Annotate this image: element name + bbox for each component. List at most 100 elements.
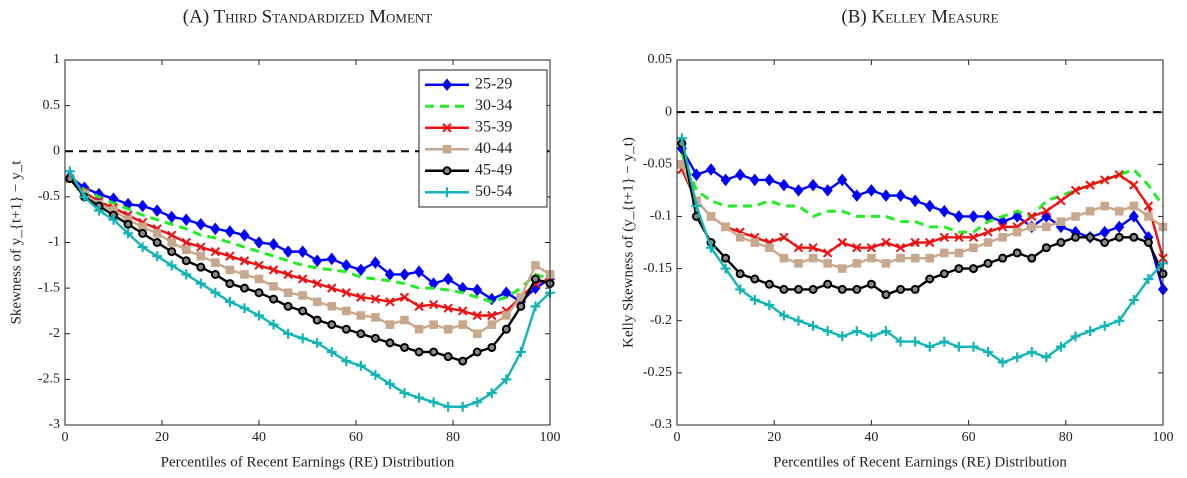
marker [895,243,906,253]
marker [1056,196,1066,206]
series [68,177,551,304]
marker [953,210,964,223]
marker [283,288,293,297]
panel: (B) Kelley Measure Percentiles of Recent … [620,6,1173,470]
marker [837,264,847,273]
y-tick-label: -0.25 [643,365,672,380]
marker [822,326,833,337]
marker [254,274,264,284]
marker [896,253,905,263]
y-tick-label: -1.5 [38,280,60,295]
marker [327,320,337,330]
marker [1143,274,1154,284]
marker [400,315,409,325]
marker [1012,227,1022,237]
marker [385,297,395,307]
marker [939,269,949,279]
marker [283,269,293,280]
marker [181,245,191,255]
marker [196,242,206,252]
marker [750,238,760,247]
y-tick-label: 0.05 [648,52,673,67]
x-tick-label: 100 [1153,430,1174,445]
marker [1041,352,1052,363]
marker [210,269,220,279]
marker [93,205,104,216]
marker [429,347,439,357]
marker [298,291,307,300]
marker [370,333,380,343]
marker [530,301,541,312]
series-line [680,143,1165,296]
marker [254,260,264,271]
marker [152,251,163,262]
marker [385,338,395,348]
marker [167,238,176,247]
y-tick-label: -2 [48,326,60,341]
marker [166,260,177,271]
x-axis-label: Percentiles of Recent Earnings (RE) Dist… [161,454,455,470]
x-tick-label: 0 [62,430,69,445]
series-line [69,177,551,317]
marker [167,247,177,257]
marker [691,201,702,211]
y-tick-label: -0.5 [38,189,60,204]
marker [371,313,380,322]
x-tick-label: 100 [540,430,561,445]
marker [400,342,409,352]
marker [1085,180,1095,190]
marker [954,232,964,242]
marker [1114,232,1124,242]
y-tick-label: -0.15 [643,261,672,276]
marker [443,303,453,313]
marker [867,253,876,263]
marker [428,397,439,408]
legend-label: 50-54 [475,183,512,200]
marker [794,259,803,268]
marker [152,229,162,238]
marker [983,227,993,237]
marker [998,232,1007,242]
marker [283,301,293,311]
marker [312,297,322,307]
marker [240,270,249,279]
marker [1114,170,1124,180]
marker [1085,232,1095,242]
legend-label: 45-49 [475,161,512,178]
marker [866,184,877,197]
marker [370,256,381,269]
marker [515,347,526,357]
marker [239,283,249,293]
marker [441,78,453,92]
marker [764,173,775,187]
marker [414,324,424,334]
marker [123,228,134,239]
marker [1071,232,1081,242]
marker [1100,201,1109,211]
marker [925,274,935,284]
marker [837,284,847,294]
marker [880,189,892,202]
marker [530,274,540,284]
marker [1114,315,1125,326]
marker [1012,248,1022,258]
marker [1042,222,1051,232]
marker [997,357,1008,368]
marker [1026,347,1037,357]
marker [1129,180,1139,190]
plot-frame [676,59,1164,426]
marker [749,173,760,187]
marker [895,336,906,347]
marker [327,302,337,311]
marker [472,283,483,297]
marker [808,243,818,253]
marker [837,237,847,248]
marker [239,303,250,314]
marker [138,228,148,238]
marker [808,320,819,331]
marker [822,184,833,197]
marker [457,306,468,316]
marker [181,237,191,248]
series-line [680,148,1165,290]
marker [691,168,702,181]
